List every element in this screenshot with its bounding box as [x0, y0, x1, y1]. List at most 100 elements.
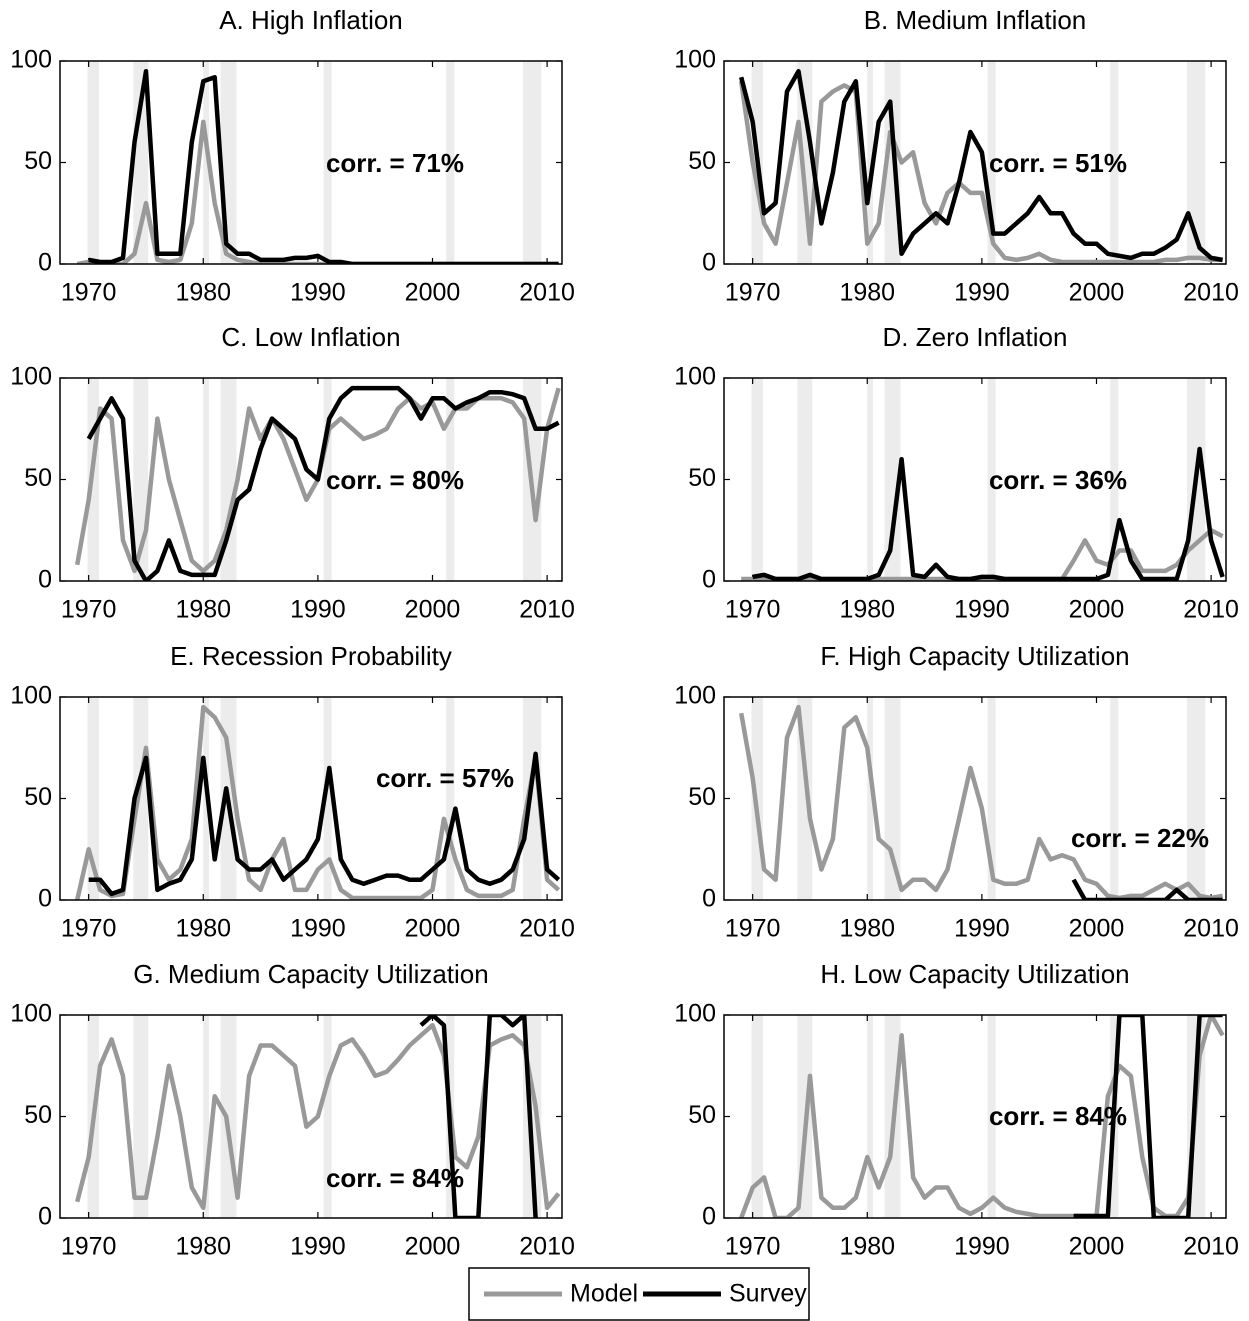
- plot-frame: [723, 696, 1227, 901]
- x-tick-label: 2010: [519, 915, 575, 943]
- x-tick-label: 2000: [1069, 915, 1125, 943]
- legend-label: Survey: [729, 1280, 807, 1308]
- recession-band: [751, 1015, 763, 1218]
- recession-band: [1110, 61, 1119, 264]
- y-tick-label: 0: [38, 566, 52, 594]
- recession-band: [987, 61, 996, 264]
- panel-title: B. Medium Inflation: [864, 5, 1087, 35]
- x-tick-label: 2010: [519, 279, 575, 307]
- x-tick-label: 2010: [1183, 279, 1239, 307]
- panel: F. High Capacity Utilization 0 50 100 1970 19…: [674, 641, 1239, 943]
- plot-frame: [723, 377, 1227, 582]
- recession-band: [751, 378, 763, 581]
- y-tick-label: 0: [702, 885, 716, 913]
- series-line: [88, 68, 559, 264]
- annotation: corr. = 36%: [989, 465, 1127, 495]
- x-tick-label: 1970: [61, 279, 117, 307]
- panel: E. Recession Probability 0 50 100 1970 1980 19…: [10, 641, 575, 943]
- series-line: [738, 704, 1224, 900]
- y-tick-label: 50: [24, 783, 52, 811]
- y-tick-label: 50: [688, 464, 716, 492]
- series-line: [752, 446, 1225, 581]
- y-tick-label: 0: [702, 566, 716, 594]
- y-tick-label: 50: [24, 464, 52, 492]
- annotation: corr. = 51%: [989, 148, 1127, 178]
- y-tick-label: 100: [674, 682, 716, 710]
- y-tick-label: 100: [10, 46, 52, 74]
- recession-band: [87, 61, 99, 264]
- series-line: [75, 704, 561, 900]
- panel-title: E. Recession Probability: [170, 641, 452, 671]
- y-tick-label: 100: [674, 363, 716, 391]
- panel: D. Zero Inflation 0 50 100 1970 1980 1990 2000 2…: [674, 322, 1239, 624]
- recession-band: [867, 61, 873, 264]
- plot-frame: [59, 377, 563, 582]
- recession-band: [1110, 378, 1119, 581]
- y-tick-label: 50: [688, 1101, 716, 1129]
- x-tick-label: 2000: [1069, 596, 1125, 624]
- recession-band: [446, 61, 455, 264]
- recession-band: [133, 1015, 149, 1218]
- x-tick-label: 1980: [839, 1233, 895, 1261]
- x-tick-label: 2000: [1069, 1233, 1125, 1261]
- x-tick-label: 1990: [290, 915, 346, 943]
- x-tick-label: 1980: [175, 1233, 231, 1261]
- y-tick-label: 100: [10, 682, 52, 710]
- plot-frame: [723, 1014, 1227, 1219]
- x-tick-label: 2000: [405, 596, 461, 624]
- x-tick-label: 1980: [175, 279, 231, 307]
- recession-band: [523, 697, 542, 900]
- y-tick-label: 50: [688, 783, 716, 811]
- panel: A. High Inflation 0 50 100 1970 1980 1990 2000 2…: [10, 5, 575, 307]
- x-tick-label: 1990: [954, 915, 1010, 943]
- x-tick-label: 1980: [175, 596, 231, 624]
- annotation: corr. = 84%: [326, 1163, 464, 1193]
- panel-title: F. High Capacity Utilization: [820, 641, 1129, 671]
- recession-band: [323, 1015, 332, 1218]
- recession-band: [867, 1015, 873, 1218]
- recession-band: [323, 378, 332, 581]
- annotation: corr. = 57%: [376, 763, 514, 793]
- recession-band: [323, 697, 332, 900]
- x-tick-label: 2000: [405, 1233, 461, 1261]
- series-line: [86, 385, 560, 581]
- y-tick-label: 50: [688, 147, 716, 175]
- y-tick-label: 100: [10, 363, 52, 391]
- x-tick-label: 2010: [1183, 1233, 1239, 1261]
- series-line: [76, 119, 559, 264]
- panel-title: D. Zero Inflation: [883, 322, 1068, 352]
- x-tick-label: 1990: [290, 596, 346, 624]
- series-line: [419, 1015, 538, 1218]
- series-line: [88, 751, 561, 897]
- recession-band: [446, 378, 455, 581]
- recession-band: [203, 1015, 209, 1218]
- recession-band: [884, 378, 901, 581]
- recession-band: [323, 61, 332, 264]
- y-tick-label: 100: [10, 1000, 52, 1028]
- y-tick-label: 0: [702, 249, 716, 277]
- recession-band: [523, 61, 542, 264]
- x-tick-label: 1970: [61, 1233, 117, 1261]
- y-tick-label: 0: [702, 1203, 716, 1231]
- recession-band: [987, 1015, 996, 1218]
- x-tick-label: 1990: [290, 279, 346, 307]
- x-tick-label: 1970: [61, 915, 117, 943]
- recession-band: [987, 378, 996, 581]
- x-tick-label: 1970: [725, 915, 781, 943]
- x-tick-label: 1970: [61, 596, 117, 624]
- x-tick-label: 2000: [405, 915, 461, 943]
- series-line: [738, 80, 1223, 264]
- series-line: [1073, 1015, 1223, 1218]
- x-tick-label: 1980: [175, 915, 231, 943]
- x-tick-label: 1980: [839, 596, 895, 624]
- panel: B. Medium Inflation 0 50 100 1970 1980 1990 200…: [674, 5, 1239, 307]
- series-line: [75, 1022, 561, 1211]
- panel-title: A. High Inflation: [219, 5, 403, 35]
- x-tick-label: 2000: [405, 279, 461, 307]
- recession-band: [987, 697, 996, 900]
- annotation: corr. = 71%: [326, 148, 464, 178]
- plot-frame: [59, 1014, 563, 1219]
- recession-band: [867, 378, 873, 581]
- panel: H. Low Capacity Utilization 0 50 100 1970 198…: [674, 959, 1239, 1261]
